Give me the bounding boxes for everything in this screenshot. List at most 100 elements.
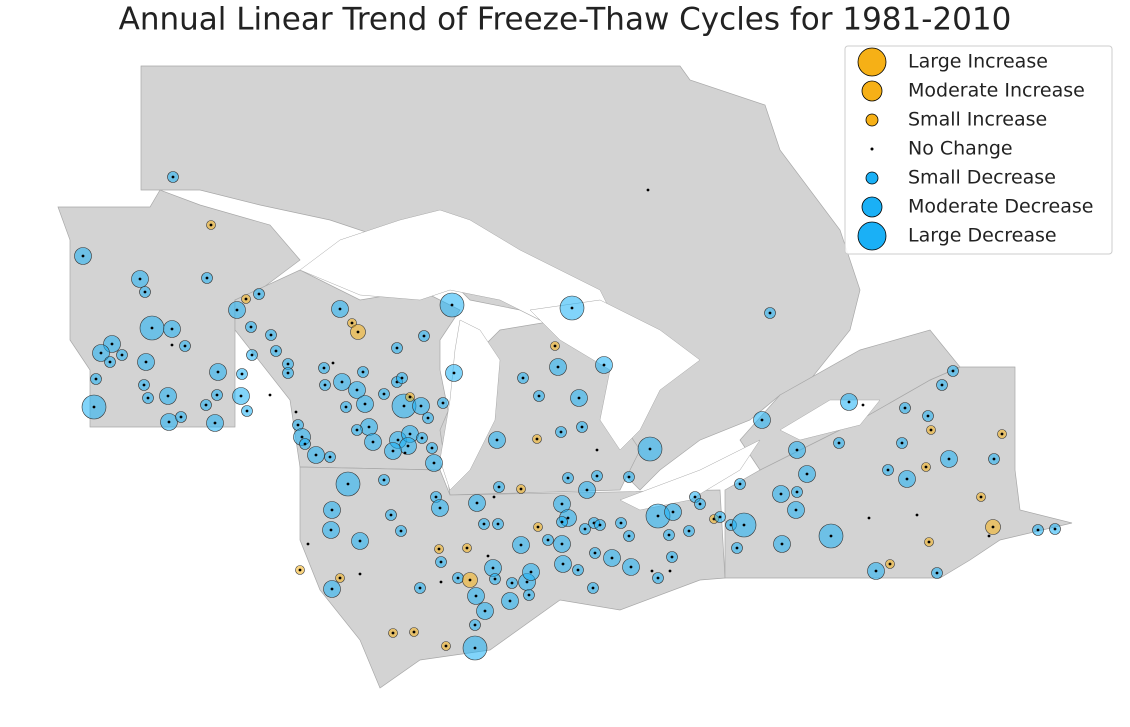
station-dot (482, 522, 486, 526)
station-dot (356, 330, 360, 334)
station-dot (529, 570, 533, 574)
station-dot (432, 461, 436, 465)
station-dot (886, 468, 890, 472)
station-dot (496, 522, 500, 526)
legend-marker (861, 196, 883, 218)
station-dot (92, 405, 96, 409)
station-dot (595, 448, 599, 452)
station-dot (400, 376, 404, 380)
station-dot (94, 377, 98, 381)
station-dot (537, 394, 541, 398)
legend-label: Small Increase (908, 109, 1047, 131)
station-dot (257, 292, 261, 296)
station-dot (650, 569, 654, 573)
station-dot (382, 392, 386, 396)
station-dot (905, 477, 909, 481)
station-dot (738, 482, 742, 486)
station-dot (146, 396, 150, 400)
station-dot (780, 542, 784, 546)
station-dot (667, 533, 671, 537)
station-dot (170, 327, 174, 331)
station-dot (629, 565, 633, 569)
station-dot (735, 546, 739, 550)
station-dot (395, 346, 399, 350)
station-dot (794, 508, 798, 512)
station-dot (888, 562, 892, 566)
station-dot (363, 402, 367, 406)
station-dot (519, 487, 523, 491)
station-dot (483, 609, 487, 613)
station-dot (656, 514, 660, 518)
station-dot (298, 568, 302, 572)
map-title: Annual Linear Trend of Freeze-Thaw Cycle… (119, 2, 1012, 38)
station-dot (510, 581, 514, 585)
station-dot (205, 276, 209, 280)
station-dot (576, 568, 580, 572)
station-dot (742, 523, 746, 527)
legend-label: Large Increase (908, 51, 1048, 73)
station-dot (591, 586, 595, 590)
legend-label: Large Decrease (908, 225, 1057, 247)
station-dot (340, 380, 344, 384)
station-dot (553, 344, 557, 348)
station-dot (402, 404, 406, 408)
station-dot (940, 383, 944, 387)
station-dot (235, 308, 239, 312)
station-dot (535, 437, 539, 441)
station-dot (323, 383, 327, 387)
station-dot (391, 449, 395, 453)
station-dot (371, 440, 375, 444)
station-dot (992, 457, 996, 461)
station-dot (322, 366, 326, 370)
station-dot (110, 342, 114, 346)
station-dot (422, 334, 426, 338)
station-dot (935, 571, 939, 575)
station-dot (1036, 528, 1040, 532)
station-dot (619, 521, 623, 525)
station-dot (274, 349, 278, 353)
station-dot (795, 490, 799, 494)
station-dot (602, 363, 606, 367)
station-dot (367, 425, 371, 429)
station-dot (142, 383, 146, 387)
station-dot (473, 646, 477, 650)
station-dot (760, 418, 764, 422)
station-dot (300, 435, 304, 439)
station-dot (556, 365, 560, 369)
station-dot (497, 485, 501, 489)
station-dot (837, 441, 841, 445)
station-dot (412, 630, 416, 634)
station-dot (269, 333, 273, 337)
station-dot (338, 576, 342, 580)
station-dot (438, 506, 442, 510)
station-dot (389, 513, 393, 517)
station-dot (527, 593, 531, 597)
station-dot (566, 516, 570, 520)
station-dot (595, 474, 599, 478)
legend-marker (857, 47, 887, 77)
legend-marker (861, 80, 883, 102)
station-dot (355, 388, 359, 392)
station-dot (668, 569, 672, 573)
station-dot (560, 542, 564, 546)
station-dot (331, 361, 335, 365)
station-dot (350, 321, 354, 325)
station-dot (947, 457, 951, 461)
station-dot (328, 455, 332, 459)
station-dot (560, 520, 564, 524)
station-dot (355, 428, 359, 432)
station-dot (439, 580, 443, 584)
station-dot (314, 453, 318, 457)
station-dot (610, 556, 614, 560)
station-dot (138, 277, 142, 281)
station-dot (486, 554, 490, 558)
station-dot (915, 513, 919, 517)
station-dot (171, 175, 175, 179)
station-dot (286, 362, 290, 366)
station-dot (670, 555, 674, 559)
station-dot (167, 420, 171, 424)
station-dot (166, 394, 170, 398)
station-dot (693, 495, 697, 499)
station-dot (519, 543, 523, 547)
station-dot (420, 436, 424, 440)
